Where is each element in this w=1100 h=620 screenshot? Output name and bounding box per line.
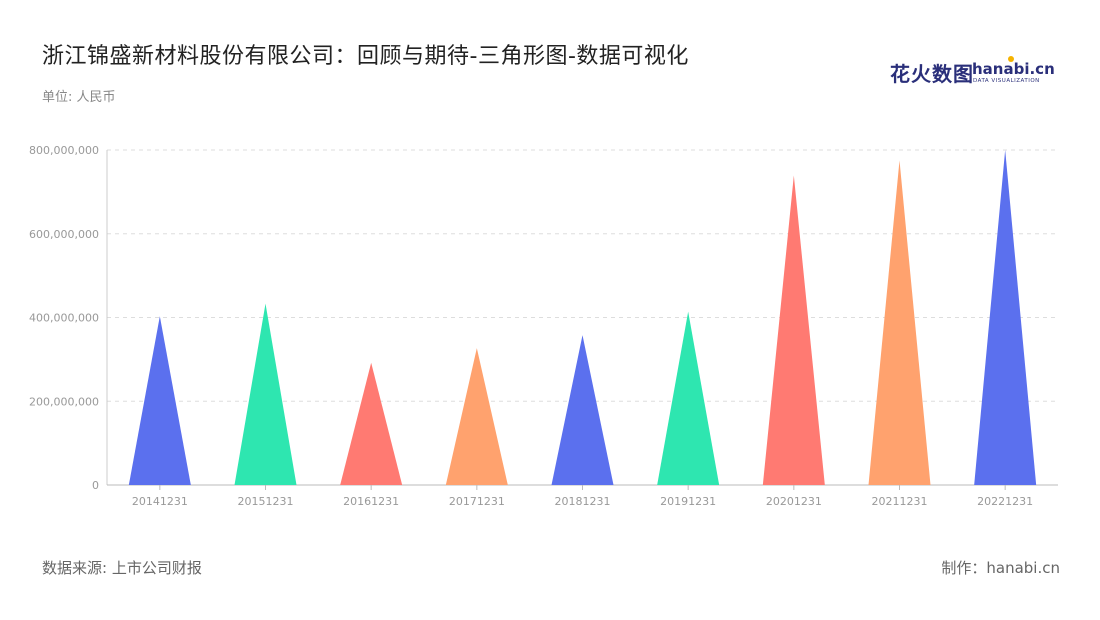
x-tick-label: 20211231 — [872, 495, 928, 508]
triangle-bar — [868, 160, 931, 485]
x-tick-label: 20141231 — [132, 495, 188, 508]
triangle-bar — [128, 316, 191, 485]
y-tick-labels: 0 200,000,000 400,000,000 600,000,000 800,00… — [29, 144, 99, 492]
logo-text-cn: 花火数图 — [890, 62, 974, 86]
logo-subtitle: DATA VISUALIZATION — [973, 78, 1040, 84]
logo-text-en: hanabi.cn — [972, 60, 1055, 78]
triangle-bar — [974, 150, 1037, 485]
y-tick-label: 0 — [92, 479, 99, 492]
logo-dot-icon — [1008, 56, 1014, 62]
y-tick-label: 200,000,000 — [29, 395, 99, 408]
triangle-bar — [234, 303, 297, 485]
x-tick-label: 20151231 — [238, 495, 294, 508]
x-tick-label: 20221231 — [977, 495, 1033, 508]
y-tick-label: 400,000,000 — [29, 312, 99, 325]
data-source-label: 数据来源: 上市公司财报 — [42, 559, 202, 577]
credit-label: 制作：hanabi.cn — [941, 559, 1060, 577]
triangle-bar — [340, 362, 403, 485]
x-tick-label: 20191231 — [660, 495, 716, 508]
unit-label: 单位: 人民币 — [42, 90, 116, 105]
x-tick-labels: 20141231 20151231 20161231 20171231 20181231… — [132, 495, 1033, 508]
brand-logo: 花火数图 hanabi.cn DATA VISUALIZATION — [890, 56, 1055, 88]
y-tick-label: 600,000,000 — [29, 228, 99, 241]
triangle-bar — [762, 175, 825, 485]
bar-layer — [128, 150, 1037, 485]
triangle-bar — [657, 311, 720, 485]
y-tick-label: 800,000,000 — [29, 144, 99, 157]
chart-title: 浙江锦盛新材料股份有限公司：回顾与期待-三角形图-数据可视化 — [42, 44, 689, 69]
x-tick-label: 20181231 — [555, 495, 611, 508]
x-tick-label: 20161231 — [343, 495, 399, 508]
x-tick-label: 20201231 — [766, 495, 822, 508]
triangle-bar — [445, 348, 508, 485]
x-tick-label: 20171231 — [449, 495, 505, 508]
triangle-bar — [551, 335, 614, 485]
